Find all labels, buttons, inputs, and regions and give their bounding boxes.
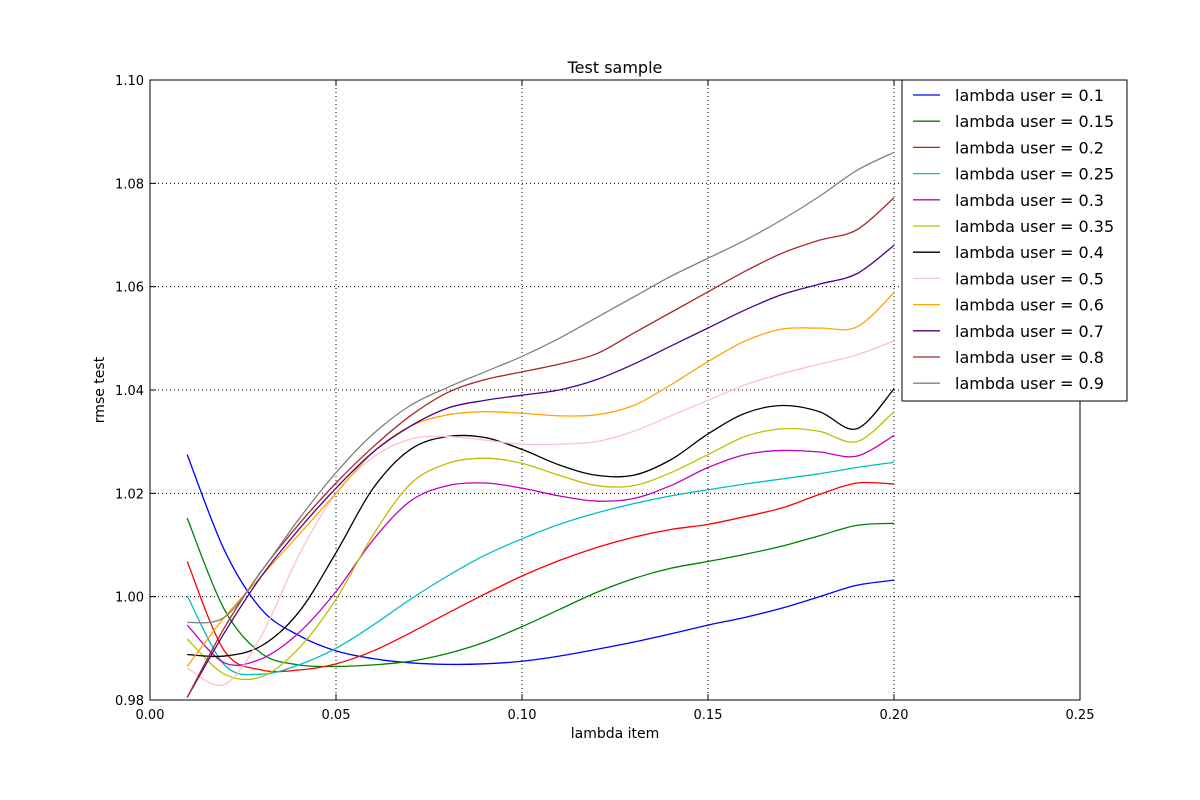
x-axis-label: lambda item: [571, 726, 660, 742]
y-tick-labels: 0.98 1.00 1.02 1.04 1.06 1.08 1.10: [115, 74, 144, 709]
series-line: [186, 461, 895, 676]
legend: lambda user = 0.1 lambda user = 0.15 lambd…: [901, 79, 1128, 402]
legend-label: lambda user = 0.6: [955, 296, 1104, 315]
series-line: [186, 197, 895, 698]
x-tick-label: 0.10: [508, 708, 537, 723]
series-line: [187, 151, 895, 624]
legend-label: lambda user = 0.5: [955, 269, 1104, 288]
legend-items: lambda user = 0.1 lambda user = 0.15 lambd…: [913, 86, 1114, 393]
series-line: [187, 388, 895, 658]
series-line: [186, 244, 895, 698]
y-tick-label: 1.04: [115, 384, 144, 399]
y-tick-label: 1.02: [115, 487, 144, 502]
series-line: [186, 292, 895, 667]
legend-label: lambda user = 0.8: [955, 348, 1104, 367]
series-line: [186, 454, 895, 666]
legend-label: lambda user = 0.7: [955, 322, 1104, 341]
x-tick-label: 0.25: [1066, 708, 1095, 723]
y-tick-label: 1.08: [115, 177, 144, 192]
legend-label: lambda user = 0.1: [955, 86, 1104, 105]
chart-title: Test sample: [567, 58, 663, 77]
x-tick-label: 0.05: [322, 708, 351, 723]
legend-label: lambda user = 0.2: [955, 138, 1104, 157]
legend-label: lambda user = 0.35: [955, 217, 1114, 236]
x-tick-labels: 0.00 0.05 0.10 0.15 0.20 0.25: [136, 708, 1095, 723]
legend-label: lambda user = 0.3: [955, 191, 1104, 210]
series-line: [186, 340, 895, 687]
series-line: [186, 434, 895, 666]
legend-label: lambda user = 0.15: [955, 112, 1114, 131]
x-tick-label: 0.20: [880, 708, 909, 723]
series-line: [186, 411, 895, 681]
legend-box: [901, 79, 1128, 402]
legend-label: lambda user = 0.25: [955, 165, 1114, 184]
x-tick-label: 0.15: [694, 708, 723, 723]
y-tick-label: 0.98: [115, 694, 144, 709]
series-lines: [186, 151, 895, 698]
y-tick-label: 1.00: [115, 591, 144, 606]
y-axis-label: rmse test: [92, 356, 108, 423]
y-tick-label: 1.06: [115, 281, 144, 296]
x-tick-label: 0.00: [136, 708, 165, 723]
legend-label: lambda user = 0.4: [955, 243, 1104, 262]
legend-label: lambda user = 0.9: [955, 374, 1104, 393]
series-line: [186, 481, 895, 673]
y-tick-label: 1.10: [115, 74, 144, 89]
